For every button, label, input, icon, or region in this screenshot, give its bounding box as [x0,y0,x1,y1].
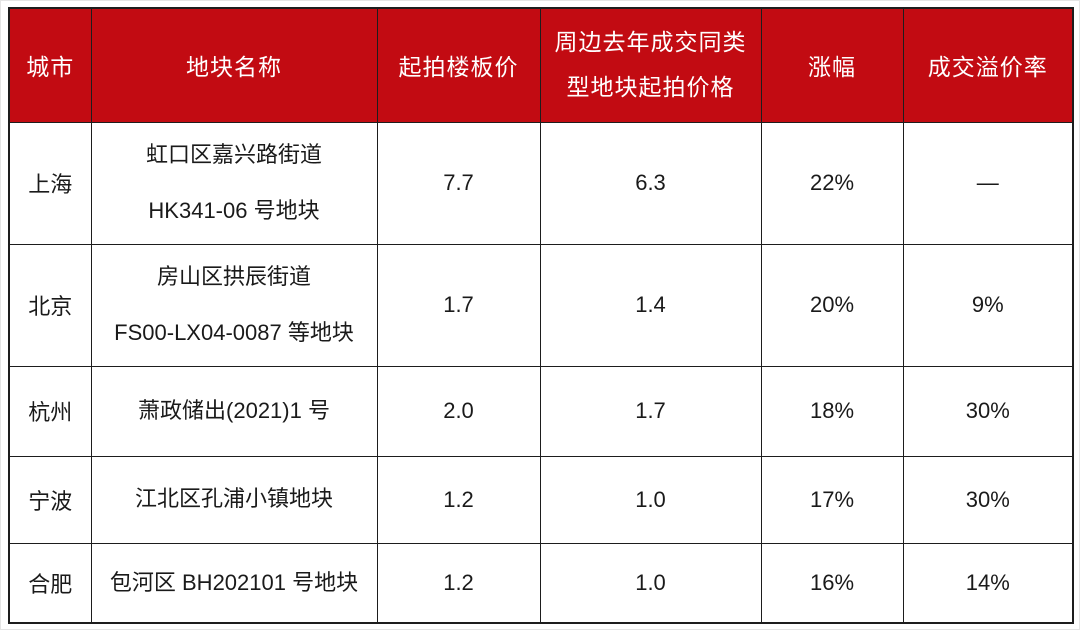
increase-cell: 22% [760,121,904,245]
increase-cell: 18% [760,365,904,457]
parcel-line-1: 江北区孔浦小镇地块 [134,486,333,512]
parcel-name-cell: 萧政储出(2021)1 号 [90,365,378,457]
land-price-comparison-table: 城市 地块名称 起拍楼板价 周边去年成交同类 型地块起拍价格 涨幅 成交溢价率 … [8,7,1074,624]
table-body: 上海 虹口区嘉兴路街道 HK341-06 号地块 7.7 6.3 22% — 北… [8,121,1074,624]
table-header: 城市 地块名称 起拍楼板价 周边去年成交同类 型地块起拍价格 涨幅 成交溢价率 [8,7,1074,123]
increase-cell: 16% [760,542,904,624]
last-year-price-cell: 6.3 [539,121,762,245]
starting-floor-price-cell: 1.2 [376,542,541,624]
header-line-1: 周边去年成交同类 [554,28,747,55]
parcel-line-1: 房山区拱辰街道 [156,263,311,289]
header-starting-floor-price: 起拍楼板价 [376,7,541,123]
parcel-line-1: 虹口区嘉兴路街道 [145,141,322,167]
header-last-year-comparable-price: 周边去年成交同类 型地块起拍价格 [539,7,762,123]
table-row-ningbo: 宁波 江北区孔浦小镇地块 1.2 1.0 17% 30% [8,455,1074,544]
starting-floor-price-cell: 7.7 [376,121,541,245]
increase-cell: 17% [760,455,904,544]
parcel-line-2: FS00-LX04-0087 等地块 [114,320,354,345]
table-row-shanghai: 上海 虹口区嘉兴路街道 HK341-06 号地块 7.7 6.3 22% — [8,121,1074,245]
increase-cell: 20% [760,243,904,367]
premium-rate-cell: — [902,121,1074,245]
last-year-price-cell: 1.4 [539,243,762,367]
starting-floor-price-cell: 2.0 [376,365,541,457]
parcel-name-cell: 包河区 BH202101 号地块 [90,542,378,624]
starting-floor-price-cell: 1.7 [376,243,541,367]
premium-rate-cell: 30% [902,455,1074,544]
parcel-name-cell: 房山区拱辰街道 FS00-LX04-0087 等地块 [90,243,378,367]
last-year-price-cell: 1.0 [539,455,762,544]
header-increase: 涨幅 [760,7,904,123]
parcel-name-cell: 虹口区嘉兴路街道 HK341-06 号地块 [90,121,378,245]
parcel-line-2: HK341-06 号地块 [148,198,320,223]
premium-rate-cell: 14% [902,542,1074,624]
table-row-beijing: 北京 房山区拱辰街道 FS00-LX04-0087 等地块 1.7 1.4 20… [8,243,1074,367]
parcel-name-cell: 江北区孔浦小镇地块 [90,455,378,544]
parcel-line-1: 包河区 BH202101 号地块 [109,569,359,595]
last-year-price-cell: 1.0 [539,542,762,624]
last-year-price-cell: 1.7 [539,365,762,457]
premium-rate-cell: 30% [902,365,1074,457]
city-cell: 宁波 [8,455,92,544]
city-cell: 上海 [8,121,92,245]
header-premium-rate: 成交溢价率 [902,7,1074,123]
header-parcel-name: 地块名称 [90,7,378,123]
table-row-hangzhou: 杭州 萧政储出(2021)1 号 2.0 1.7 18% 30% [8,365,1074,457]
city-cell: 合肥 [8,542,92,624]
header-city: 城市 [8,7,92,123]
premium-rate-cell: 9% [902,243,1074,367]
header-row: 城市 地块名称 起拍楼板价 周边去年成交同类 型地块起拍价格 涨幅 成交溢价率 [8,7,1074,123]
city-cell: 杭州 [8,365,92,457]
starting-floor-price-cell: 1.2 [376,455,541,544]
city-cell: 北京 [8,243,92,367]
parcel-line-1: 萧政储出(2021)1 号 [138,397,330,423]
table-row-hefei: 合肥 包河区 BH202101 号地块 1.2 1.0 16% 14% [8,542,1074,624]
header-line-2: 型地块起拍价格 [566,74,735,101]
